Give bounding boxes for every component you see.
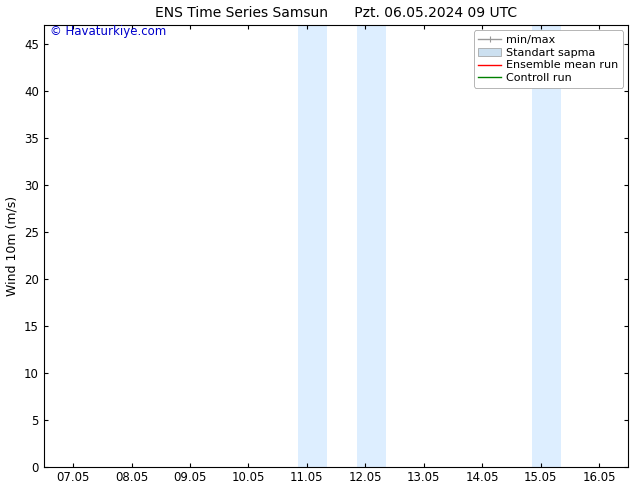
Legend: min/max, Standart sapma, Ensemble mean run, Controll run: min/max, Standart sapma, Ensemble mean r… <box>474 30 623 88</box>
Bar <box>298 25 327 466</box>
Bar <box>356 25 386 466</box>
Y-axis label: Wind 10m (m/s): Wind 10m (m/s) <box>6 196 18 296</box>
Bar <box>532 25 561 466</box>
Text: © Havaturkiye.com: © Havaturkiye.com <box>49 25 166 38</box>
Title: ENS Time Series Samsun      Pzt. 06.05.2024 09 UTC: ENS Time Series Samsun Pzt. 06.05.2024 0… <box>155 5 517 20</box>
